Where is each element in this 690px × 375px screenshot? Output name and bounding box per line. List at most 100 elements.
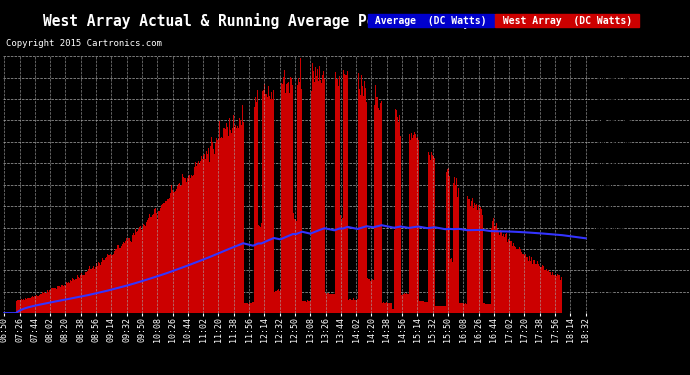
Bar	[226, 123, 227, 313]
Bar	[401, 295, 402, 313]
Bar	[308, 302, 309, 313]
Bar	[145, 226, 146, 313]
Bar	[482, 215, 483, 313]
Bar	[341, 224, 342, 313]
Bar	[500, 230, 501, 313]
Bar	[438, 306, 440, 313]
Bar	[382, 303, 383, 313]
Bar	[249, 302, 250, 313]
Bar	[363, 96, 364, 313]
Bar	[322, 75, 323, 313]
Bar	[304, 301, 305, 313]
Bar	[120, 248, 121, 313]
Bar	[191, 175, 192, 313]
Bar	[261, 223, 262, 313]
Bar	[177, 186, 178, 313]
Bar	[188, 176, 189, 313]
Bar	[320, 80, 321, 313]
Bar	[514, 246, 515, 313]
Bar	[555, 275, 556, 313]
Bar	[285, 93, 286, 313]
Bar	[452, 262, 453, 313]
Bar	[204, 154, 206, 313]
Bar	[37, 296, 38, 313]
Bar	[458, 188, 459, 313]
Bar	[353, 298, 354, 313]
Bar	[339, 215, 341, 313]
Bar	[504, 237, 505, 313]
Bar	[376, 97, 377, 313]
Bar	[520, 251, 522, 313]
Bar	[126, 241, 128, 313]
Bar	[375, 85, 376, 313]
Bar	[408, 293, 409, 313]
Bar	[292, 76, 293, 313]
Bar	[174, 192, 175, 313]
Bar	[171, 185, 172, 313]
Bar	[547, 270, 548, 313]
Bar	[141, 222, 142, 313]
Bar	[460, 303, 461, 313]
Bar	[53, 288, 54, 313]
Bar	[100, 265, 101, 313]
Bar	[538, 264, 539, 313]
Bar	[371, 280, 372, 313]
Bar	[485, 304, 486, 313]
Bar	[411, 134, 412, 313]
Bar	[184, 178, 185, 313]
Bar	[451, 258, 452, 313]
Bar	[293, 213, 294, 313]
Bar	[224, 128, 226, 313]
Bar	[427, 302, 428, 313]
Bar	[195, 162, 196, 313]
Bar	[305, 301, 306, 313]
Bar	[387, 303, 388, 313]
Bar	[110, 254, 111, 313]
Bar	[350, 299, 351, 313]
Bar	[72, 279, 74, 313]
Bar	[333, 294, 334, 313]
Bar	[366, 102, 367, 313]
Bar	[179, 186, 181, 313]
Bar	[289, 93, 290, 313]
Bar	[362, 86, 363, 313]
Bar	[448, 168, 449, 313]
Bar	[155, 208, 156, 313]
Bar	[128, 238, 129, 313]
Bar	[93, 266, 95, 313]
Bar	[316, 76, 317, 313]
Bar	[208, 162, 210, 313]
Bar	[397, 117, 398, 313]
Bar	[349, 299, 350, 313]
Bar	[233, 115, 234, 313]
Bar	[83, 275, 84, 313]
Bar	[506, 233, 507, 313]
Bar	[212, 142, 213, 313]
Bar	[121, 242, 122, 313]
Bar	[338, 86, 339, 313]
Bar	[31, 297, 32, 313]
Bar	[556, 276, 557, 313]
Bar	[99, 262, 100, 313]
Bar	[466, 303, 468, 313]
Bar	[67, 283, 68, 313]
Bar	[175, 193, 177, 313]
Bar	[508, 239, 509, 313]
Bar	[335, 62, 337, 313]
Bar	[537, 261, 538, 313]
Bar	[499, 235, 500, 313]
Bar	[319, 66, 320, 313]
Bar	[507, 242, 508, 313]
Text: 799.1: 799.1	[595, 201, 624, 211]
Bar	[315, 66, 316, 313]
Bar	[380, 104, 382, 313]
Bar	[449, 176, 450, 313]
Bar	[469, 199, 470, 313]
Bar	[542, 266, 543, 313]
Bar	[68, 283, 70, 313]
Bar	[164, 203, 165, 313]
Bar	[167, 199, 168, 313]
Bar	[301, 89, 302, 313]
Bar	[106, 256, 107, 313]
Bar	[216, 138, 217, 313]
